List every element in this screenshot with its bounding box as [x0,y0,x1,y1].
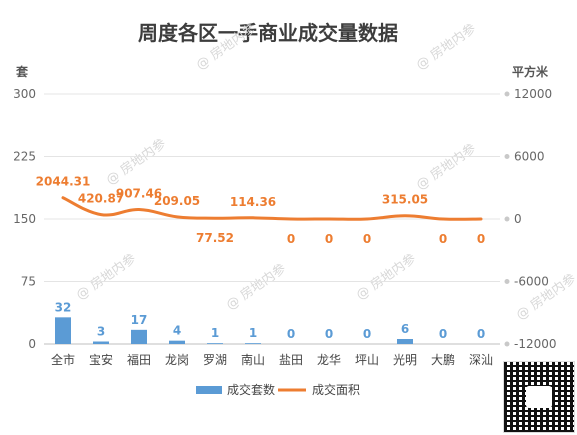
legend-bar-swatch [196,386,222,394]
legend-line-label: 成交面积 [312,382,360,397]
watermark-text: @ 房地内参 [413,21,479,74]
category-label: 宝安 [89,352,113,367]
bar-罗湖 [207,343,223,344]
bar-label-盐田: 0 [287,327,295,341]
left-tick-label: 0 [28,337,36,351]
line-label-盐田: 0 [287,232,295,246]
bar-label-坪山: 0 [363,327,371,341]
line-label-坪山: 0 [363,232,371,246]
line-label-福田: 907.46 [116,187,162,201]
watermark-text: @ 房地内参 [353,251,419,304]
legend: 成交套数 成交面积 [196,382,360,397]
chart-title: 周度各区一手商业成交量数据 [138,21,398,45]
right-axis-ticks: -12000 -6000 0 6000 12000 [504,87,557,351]
right-tick-label: 12000 [514,87,552,101]
category-label: 福田 [127,352,151,367]
right-tick-label: -6000 [514,275,549,289]
category-label: 全市 [51,352,75,367]
category-label: 南山 [241,352,265,367]
line-label-龙岗: 209.05 [154,194,200,208]
bar-龙岗 [169,340,185,344]
left-tick-label: 300 [13,87,36,101]
bar-label-罗湖: 1 [211,326,219,340]
line-label-南山: 114.36 [230,195,276,209]
bar-label-南山: 1 [249,326,257,340]
left-axis-unit: 套 [15,64,29,79]
bar-全市 [55,317,71,344]
watermark-text: @ 房地内参 [223,261,289,314]
line-label-光明: 315.05 [382,193,428,207]
bar-label-光明: 6 [401,322,409,336]
left-tick-label: 150 [13,212,36,226]
bar-label-龙华: 0 [325,327,333,341]
bar-label-宝安: 3 [97,325,105,339]
right-tick-marker [504,279,510,284]
line-label-龙华: 0 [325,232,333,246]
category-label: 坪山 [355,353,379,367]
bar-label-福田: 17 [131,313,148,327]
category-label: 龙岗 [165,353,189,367]
line-label-宝安: 420.87 [78,192,124,206]
line-label-罗湖: 77.52 [196,231,234,245]
line-series [61,196,483,221]
bar-label-龙岗: 4 [173,324,181,338]
left-axis-ticks: 0 75 150 225 300 [13,87,36,351]
watermark-text: @ 房地内参 [73,251,139,304]
watermark-layer: @ 房地内参 @ 房地内参@ 房地内参 @ 房地内参@ 房地内参 @ 房地内参@ 房地… [73,21,577,324]
right-tick-marker [504,154,510,159]
right-tick-label: 0 [514,212,522,226]
bar-series [55,317,413,344]
watermark-text: @ 房地内参 [103,136,169,189]
right-tick-marker [504,341,510,347]
category-axis-labels: 全市 宝安 福田 龙岗 罗湖 南山 盐田 龙华 坪山 光明 大鹏 深汕 [51,352,493,367]
watermark-text: @ 房地内参 [413,141,479,194]
left-tick-label: 225 [13,150,36,164]
bar-data-labels: 32 3 17 4 1 1 0 0 0 6 0 0 [55,300,486,341]
bar-光明 [397,339,413,344]
category-label: 罗湖 [203,352,227,367]
category-label: 盐田 [279,353,303,367]
line-label-全市: 2044.31 [36,175,91,189]
bar-南山 [245,343,261,344]
right-tick-marker [504,91,510,97]
line-label-深汕: 0 [477,232,485,246]
category-label: 龙华 [317,353,341,367]
right-axis-unit: 平方米 [512,64,549,79]
legend-bar-label: 成交套数 [227,382,275,397]
right-tick-label: 6000 [514,150,545,164]
bar-福田 [131,329,147,344]
bar-label-全市: 32 [55,300,72,314]
left-tick-label: 75 [21,275,36,289]
category-label: 光明 [393,353,417,367]
qr-code [503,361,575,433]
area-line [61,196,483,221]
right-tick-label: -12000 [514,337,557,351]
right-tick-marker [504,216,510,222]
category-label: 深汕 [469,353,493,367]
bar-label-深汕: 0 [477,327,485,341]
bar-宝安 [93,341,109,344]
line-label-大鹏: 0 [439,232,447,246]
bar-label-大鹏: 0 [439,327,447,341]
category-label: 大鹏 [431,353,455,367]
